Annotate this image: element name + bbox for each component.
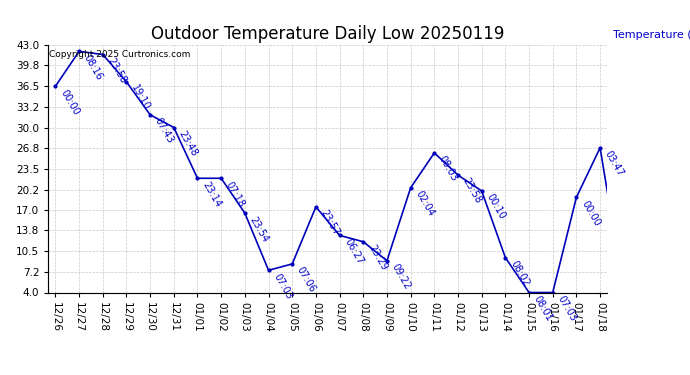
Text: 09:22: 09:22 xyxy=(390,262,413,291)
Text: 06:27: 06:27 xyxy=(342,237,365,266)
Text: 23:29: 23:29 xyxy=(366,243,388,272)
Text: 08:01: 08:01 xyxy=(532,294,554,323)
Text: 00:10: 00:10 xyxy=(484,192,507,221)
Text: 23:14: 23:14 xyxy=(200,180,223,209)
Text: 08:03: 08:03 xyxy=(437,154,460,183)
Text: 23:48: 23:48 xyxy=(177,129,199,158)
Text: 00:00: 00:00 xyxy=(0,374,1,375)
Text: 00:00: 00:00 xyxy=(58,88,81,117)
Text: 08:02: 08:02 xyxy=(508,259,531,288)
Text: 08:16: 08:16 xyxy=(82,53,104,82)
Text: 23:58: 23:58 xyxy=(0,374,1,375)
Text: 23:54: 23:54 xyxy=(248,214,270,244)
Text: 00:00: 00:00 xyxy=(579,199,602,228)
Text: 19:10: 19:10 xyxy=(129,83,152,112)
Title: Outdoor Temperature Daily Low 20250119: Outdoor Temperature Daily Low 20250119 xyxy=(151,26,504,44)
Text: 02:04: 02:04 xyxy=(413,189,436,218)
Text: 07:06: 07:06 xyxy=(295,266,317,294)
Text: 07:43: 07:43 xyxy=(153,116,175,146)
Text: Temperature (°F): Temperature (°F) xyxy=(613,30,690,40)
Text: 07:03: 07:03 xyxy=(271,272,294,301)
Text: 23:58: 23:58 xyxy=(106,56,128,85)
Text: 23:58: 23:58 xyxy=(461,177,484,206)
Text: Copyright 2025 Curtronics.com: Copyright 2025 Curtronics.com xyxy=(50,50,191,59)
Text: 07:18: 07:18 xyxy=(224,180,246,209)
Text: 07:03: 07:03 xyxy=(555,294,578,323)
Text: 03:47: 03:47 xyxy=(603,149,625,178)
Text: 23:57: 23:57 xyxy=(319,208,342,238)
